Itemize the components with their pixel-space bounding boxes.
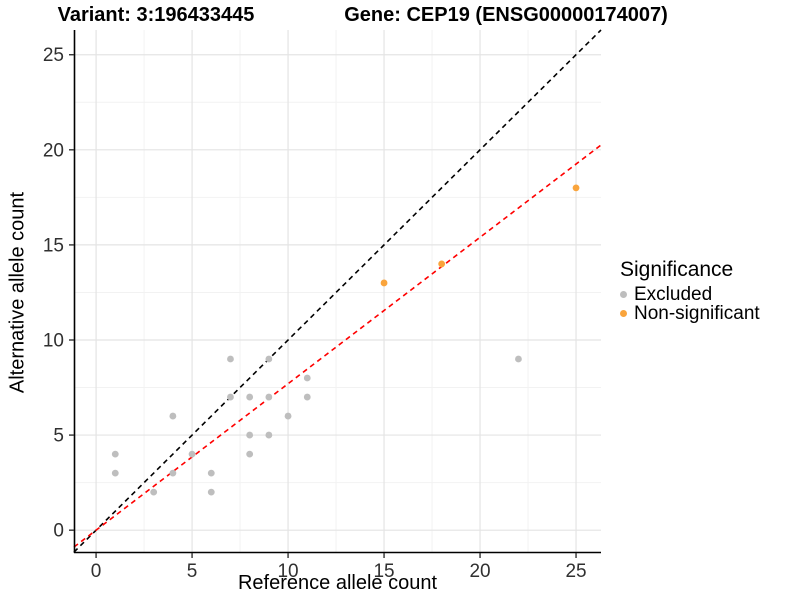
y-tick-label: 20 — [43, 140, 64, 161]
y-tick-label: 0 — [53, 521, 64, 542]
data-point-excluded — [246, 450, 254, 458]
x-tick-label: 20 — [469, 561, 490, 582]
excluded-point-icon — [620, 291, 627, 298]
data-point-excluded — [515, 355, 522, 363]
data-point-excluded — [169, 469, 177, 477]
legend: Significance Excluded Non-significant — [620, 258, 760, 324]
data-point-excluded — [188, 450, 196, 458]
variant-title: Variant: 3:196433445 — [57, 4, 255, 26]
y-tick-label: 5 — [53, 426, 64, 447]
non-significant-point-icon — [620, 310, 627, 317]
x-tick-label: 0 — [91, 561, 102, 582]
data-point-excluded — [207, 469, 215, 477]
legend-label: Non-significant — [634, 302, 760, 324]
data-point-excluded — [207, 488, 215, 496]
x-tick-label: 10 — [277, 561, 298, 582]
legend-label: Excluded — [634, 283, 713, 305]
data-point-excluded — [265, 393, 273, 401]
y-tick-label: 25 — [43, 45, 64, 66]
data-point-excluded — [246, 393, 254, 401]
data-point-excluded — [284, 412, 292, 420]
data-point-excluded — [227, 393, 234, 401]
data-point-excluded — [111, 450, 119, 458]
y-tick-label: 10 — [43, 330, 64, 351]
fit-line — [73, 144, 602, 548]
gene-title: Gene: CEP19 (ENSG00000174007) — [344, 4, 668, 26]
x-axis-title: Reference allele count — [237, 572, 437, 594]
data-point-excluded — [303, 393, 311, 401]
data-point-excluded — [111, 469, 119, 477]
data-point-excluded — [265, 431, 273, 439]
data-point-excluded — [265, 355, 273, 363]
scatter-plot-panel: 0 5 10 15 20 25 0 5 10 15 20 25 — [43, 29, 602, 582]
data-point-non-significant — [438, 260, 446, 268]
x-tick-label: 25 — [565, 561, 586, 582]
x-tick-label: 5 — [187, 561, 198, 582]
y-tick-label: 15 — [43, 235, 64, 256]
identity-line — [73, 29, 602, 553]
y-axis-title: Alternative allele count — [6, 191, 29, 394]
legend-title: Significance — [620, 258, 734, 281]
data-point-non-significant — [380, 279, 388, 287]
data-point-excluded — [246, 431, 254, 439]
legend-item-non-significant: Non-significant — [620, 302, 760, 324]
data-point-excluded — [169, 412, 177, 420]
data-point-non-significant — [572, 184, 580, 192]
legend-item-excluded: Excluded — [620, 283, 760, 305]
data-point-excluded — [227, 355, 234, 363]
data-point-excluded — [303, 374, 311, 382]
data-point-excluded — [150, 488, 158, 496]
x-tick-label: 15 — [373, 561, 394, 582]
